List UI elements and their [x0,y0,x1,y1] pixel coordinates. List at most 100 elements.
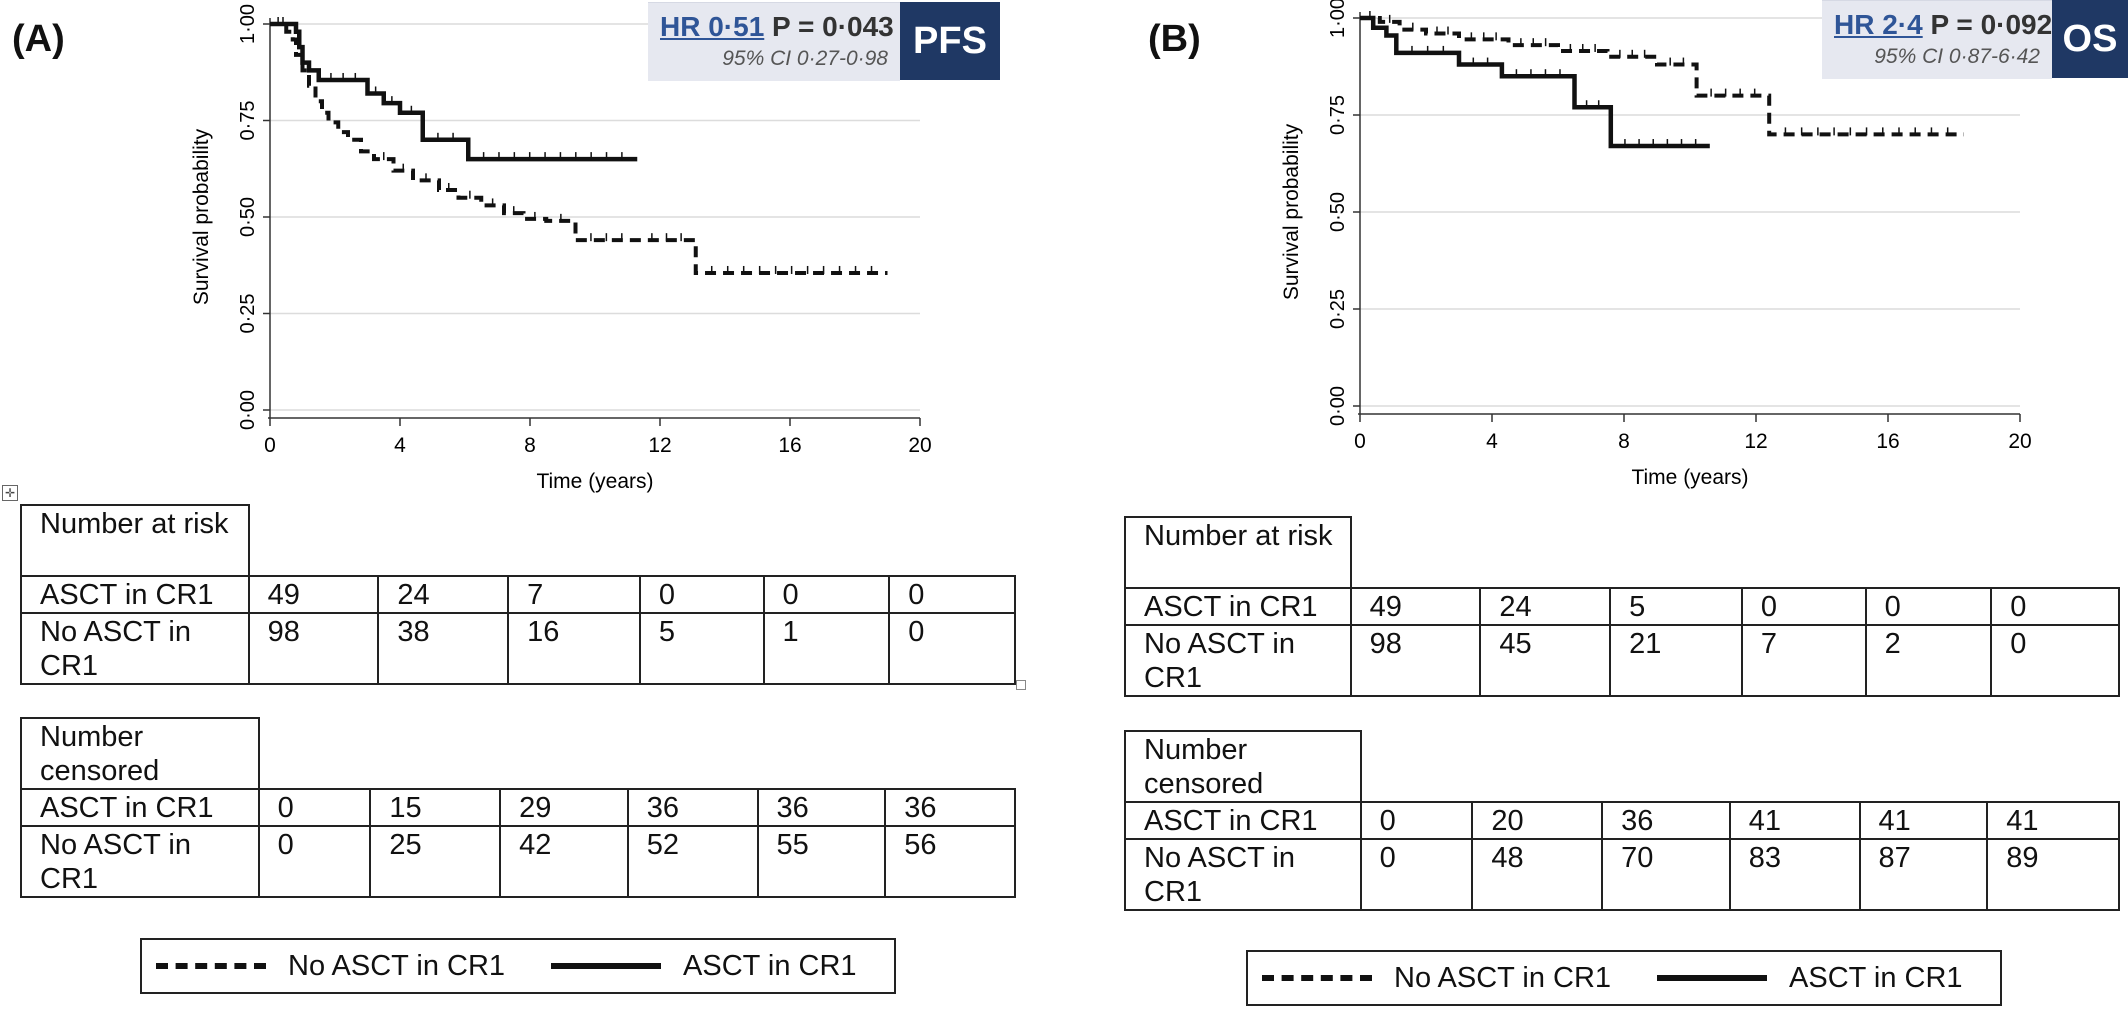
cell: 70 [1601,838,1731,911]
p-value: P = 0·043 [772,11,894,42]
solid-line-icon [551,963,662,969]
cell: 0 [257,788,372,827]
cell: 24 [377,575,510,614]
cell: 98 [247,612,380,685]
row-label: ASCT in CR1 [20,575,250,614]
cell: 24 [1479,587,1612,626]
cell: 98 [1349,624,1482,697]
cell: 36 [884,788,1016,827]
risk-table-a: Number at risk ASCT in CR1 49 24 7 0 0 0… [20,504,1016,685]
table-row: ASCT in CR1 0 20 36 41 41 41 [1124,801,2120,840]
legend-b: No ASCT in CR1 ASCT in CR1 [1246,950,2002,1006]
km-chart-os: 0·00 0·25 0·50 0·75 1·00 0 4 8 12 16 20 Time (years… [1280,0,2032,489]
cell: 7 [1740,624,1867,697]
cell: 41 [1858,801,1989,840]
legend-item-solid: ASCT in CR1 [551,950,857,983]
y-tick-label: 0·00 [1327,386,1349,426]
legend-item-dashed: No ASCT in CR1 [156,950,505,983]
ci-text: 95% CI 0·87-6·42 [1874,45,2040,68]
legend-item-dashed: No ASCT in CR1 [1262,962,1611,995]
x-tick-label: 0 [1354,430,1366,453]
dashed-line-icon [156,963,266,969]
cell: 0 [1990,624,2120,697]
table-row: No ASCT in CR1 98 38 16 5 1 0 [20,612,1016,685]
cell: 5 [1609,587,1743,626]
table-row: ASCT in CR1 49 24 5 0 0 0 [1124,587,2120,626]
y-axis-title: Survival probability [190,128,213,305]
cell: 15 [369,788,502,827]
row-label: ASCT in CR1 [1124,587,1352,626]
cell: 42 [499,825,629,898]
y-tick-label: 0·00 [237,390,259,430]
y-tick-label: 1·00 [1327,0,1349,38]
x-tick-label: 8 [524,434,536,457]
risk-header: Number at risk [1124,516,1352,589]
cell: 48 [1471,838,1604,911]
table-row: ASCT in CR1 0 15 29 36 36 36 [20,788,1016,827]
y-tick-label: 0·25 [1327,289,1349,329]
cell: 36 [1601,801,1731,840]
x-tick-label: 8 [1618,430,1630,453]
cell: 55 [756,825,887,898]
hr-box-os: HR 2·4 P = 0·092 95% CI 0·87-6·42 [1822,0,2052,79]
cell: 5 [638,612,765,685]
table-resize-handle[interactable] [1016,680,1026,690]
y-tick-label: 0·75 [1327,95,1349,135]
cell: 83 [1728,838,1861,911]
x-tick-label: 12 [1744,430,1767,453]
cell: 0 [888,575,1016,614]
table-row: No ASCT in CR1 0 25 42 52 55 56 [20,825,1016,898]
cell: 0 [762,575,891,614]
censored-header: Number censored [1124,730,1362,803]
legend-item-solid: ASCT in CR1 [1657,962,1963,995]
series-line-no-asct [270,22,888,275]
cell: 49 [247,575,380,614]
cell: 36 [626,788,759,827]
row-label: No ASCT in CR1 [20,612,250,685]
cell: 52 [626,825,759,898]
cell: 20 [1471,801,1604,840]
cell: 41 [1728,801,1861,840]
row-label: ASCT in CR1 [1124,801,1362,840]
x-axis-title: Time (years) [1631,466,1748,489]
censored-table-b: Number censored ASCT in CR1 0 20 36 41 4… [1124,730,2120,911]
row-label: No ASCT in CR1 [1124,624,1352,697]
cell: 89 [1986,838,2120,911]
hr-link[interactable]: HR 2·4 [1834,9,1923,40]
cell: 36 [756,788,887,827]
risk-header: Number at risk [20,504,250,577]
cell: 56 [884,825,1016,898]
table-move-handle-icon[interactable]: ✛ [2,485,18,501]
censored-table-a: Number censored ASCT in CR1 0 15 29 36 3… [20,717,1016,898]
series-line-asct [1360,15,1710,149]
cell: 87 [1858,838,1989,911]
legend-label: No ASCT in CR1 [288,949,506,982]
cell: 0 [1740,587,1867,626]
row-label: No ASCT in CR1 [20,825,260,898]
cell: 0 [638,575,765,614]
endpoint-tag-os: OS [2052,0,2128,78]
solid-line-icon [1657,975,1768,981]
dashed-line-icon [1262,975,1372,981]
y-tick-label: 0·50 [237,197,259,237]
hr-link[interactable]: HR 0·51 [660,11,765,42]
hr-stat-line: HR 2·4 P = 0·092 [1834,9,2052,41]
censored-header: Number censored [20,717,260,790]
cell: 7 [507,575,641,614]
x-tick-label: 0 [264,434,276,457]
cell: 0 [1359,838,1474,911]
cell: 0 [888,612,1016,685]
cell: 45 [1479,624,1612,697]
cell: 29 [499,788,629,827]
cell: 0 [1359,801,1474,840]
legend-label: No ASCT in CR1 [1394,961,1612,994]
table-row: ASCT in CR1 49 24 7 0 0 0 [20,575,1016,614]
y-tick-label: 0·25 [237,293,259,333]
cell: 2 [1864,624,1993,697]
panel-b-label: (B) [1148,18,1201,60]
x-tick-label: 12 [648,434,671,457]
row-label: ASCT in CR1 [20,788,260,827]
legend-label: ASCT in CR1 [683,949,857,982]
cell: 21 [1609,624,1743,697]
x-axis-title: Time (years) [536,470,653,493]
